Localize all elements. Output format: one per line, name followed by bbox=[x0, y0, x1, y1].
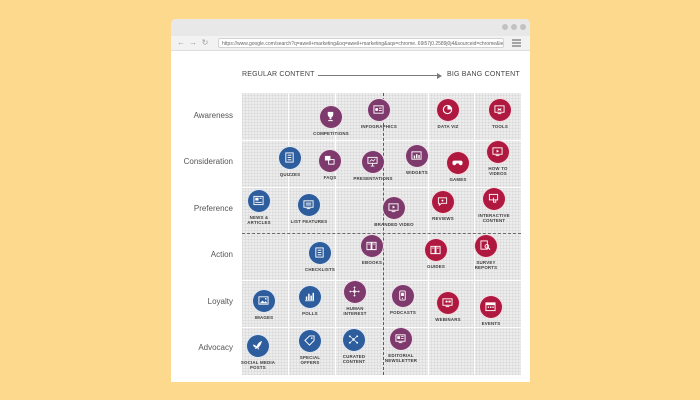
checklist-icon bbox=[278, 146, 302, 170]
content-matrix: REGULAR CONTENT BIG BANG CONTENT Awarene… bbox=[171, 51, 530, 382]
content-type-label: LIST FEATURES bbox=[290, 219, 328, 224]
content-type-label: REVIEWS bbox=[432, 216, 454, 221]
calendar-icon bbox=[479, 295, 503, 319]
content-type-label: HOW TO VIDEOS bbox=[488, 166, 508, 176]
people-network-icon bbox=[343, 280, 367, 304]
content-type-label: GAMES bbox=[449, 177, 467, 182]
content-type-label: DATA VIZ bbox=[437, 124, 459, 129]
touch-icon bbox=[482, 187, 506, 211]
content-type-label: INFOGRAPHICS bbox=[360, 124, 398, 129]
presentation-icon bbox=[361, 150, 385, 174]
phone-icon bbox=[391, 284, 415, 308]
monitor-icon bbox=[436, 291, 460, 315]
newsletter-icon bbox=[389, 327, 413, 351]
window-control-dot[interactable] bbox=[502, 24, 508, 30]
content-type-label: INTERACTIVE CONTENT bbox=[478, 213, 510, 223]
grid-row-divider bbox=[242, 327, 521, 328]
content-type-label: QUIZZES bbox=[279, 172, 301, 177]
content-type-label: WIDGETS bbox=[406, 170, 428, 175]
browser-toolbar: ← → ↻ https://www.google.com/search?q=aw… bbox=[171, 36, 530, 51]
grid-column-divider bbox=[474, 93, 475, 375]
content-type-label: SURVEY REPORTS bbox=[474, 260, 498, 270]
grid-column-divider bbox=[335, 93, 336, 375]
widget-icon bbox=[405, 144, 429, 168]
reload-icon[interactable]: ↻ bbox=[201, 38, 209, 47]
video-icon bbox=[382, 196, 406, 220]
row-label-advocacy: Advocacy bbox=[198, 343, 233, 352]
content-type-label: CURATED CONTENT bbox=[342, 354, 366, 364]
content-type-label: HUMAN INTEREST bbox=[343, 306, 367, 316]
big-bang-content-label: BIG BANG CONTENT bbox=[447, 71, 520, 78]
menu-icon[interactable] bbox=[512, 39, 521, 47]
content-type-label: GUIDES bbox=[426, 264, 446, 269]
content-type-label: NEWS & ARTICLES bbox=[247, 215, 271, 225]
matrix-grid bbox=[242, 93, 521, 375]
grid-row-divider bbox=[242, 140, 521, 141]
content-type-label: EBOOKS bbox=[361, 260, 383, 265]
content-type-label: TOOLS bbox=[491, 124, 509, 129]
row-label-preference: Preference bbox=[193, 204, 233, 213]
axis-arrow-line bbox=[318, 75, 438, 76]
content-type-label: PODCASTS bbox=[390, 310, 416, 315]
window-control-dot[interactable] bbox=[520, 24, 526, 30]
content-type-label: SOCIAL MEDIA POSTS bbox=[240, 360, 276, 370]
trophy-icon bbox=[319, 105, 343, 129]
browser-window: ← → ↻ https://www.google.com/search?q=aw… bbox=[171, 19, 530, 382]
content-type-label: CHECKLISTS bbox=[304, 267, 336, 272]
newspaper-icon bbox=[247, 189, 271, 213]
content-type-label: EDITORIAL NEWSLETTER bbox=[384, 353, 418, 363]
infographic-icon bbox=[367, 98, 391, 122]
row-label-loyalty: Loyalty bbox=[207, 297, 233, 306]
content-type-label: COMPETITIONS bbox=[313, 131, 349, 136]
qa-icon bbox=[318, 149, 342, 173]
funnel-stage-divider bbox=[242, 233, 521, 234]
grid-column-divider bbox=[288, 93, 289, 375]
image-icon bbox=[252, 289, 276, 313]
content-type-label: EVENTS bbox=[481, 321, 501, 326]
content-type-label: PRESENTATIONS bbox=[353, 176, 393, 181]
row-label-awareness: Awareness bbox=[193, 111, 233, 120]
content-type-label: POLLS bbox=[302, 311, 318, 316]
network-icon bbox=[342, 328, 366, 352]
content-type-divider bbox=[383, 93, 384, 375]
grid-row-divider bbox=[242, 280, 521, 281]
title-bar bbox=[171, 19, 530, 36]
pie-chart-icon bbox=[436, 98, 460, 122]
address-bar[interactable]: https://www.google.com/search?q=aweil+ma… bbox=[218, 38, 504, 48]
bar-chart-icon bbox=[298, 285, 322, 309]
book-icon bbox=[360, 234, 384, 258]
row-label-action: Action bbox=[210, 250, 233, 259]
grid-column-divider bbox=[428, 93, 429, 375]
list-icon bbox=[297, 193, 321, 217]
back-icon[interactable]: ← bbox=[177, 38, 185, 47]
video-icon bbox=[486, 140, 510, 164]
checklist-icon bbox=[308, 241, 332, 265]
grid-row-divider bbox=[242, 187, 521, 188]
bird-icon bbox=[246, 334, 270, 358]
tools-icon bbox=[488, 98, 512, 122]
content-type-label: WEBINARS bbox=[435, 317, 461, 322]
forward-icon[interactable]: → bbox=[189, 38, 197, 47]
row-label-consideration: Consideration bbox=[183, 157, 233, 166]
magnifier-icon bbox=[474, 234, 498, 258]
content-type-label: BRANDED VIDEO bbox=[374, 222, 414, 227]
book-icon bbox=[424, 238, 448, 262]
window-control-dot[interactable] bbox=[511, 24, 517, 30]
regular-content-label: REGULAR CONTENT bbox=[242, 71, 315, 78]
chat-icon bbox=[431, 190, 455, 214]
content-type-label: IMAGES bbox=[254, 315, 274, 320]
axis-arrowhead bbox=[437, 72, 442, 79]
tag-icon bbox=[298, 329, 322, 353]
content-type-label: FAQS bbox=[323, 175, 337, 180]
content-type-label: SPECIAL OFFERS bbox=[299, 355, 321, 365]
gamepad-icon bbox=[446, 151, 470, 175]
